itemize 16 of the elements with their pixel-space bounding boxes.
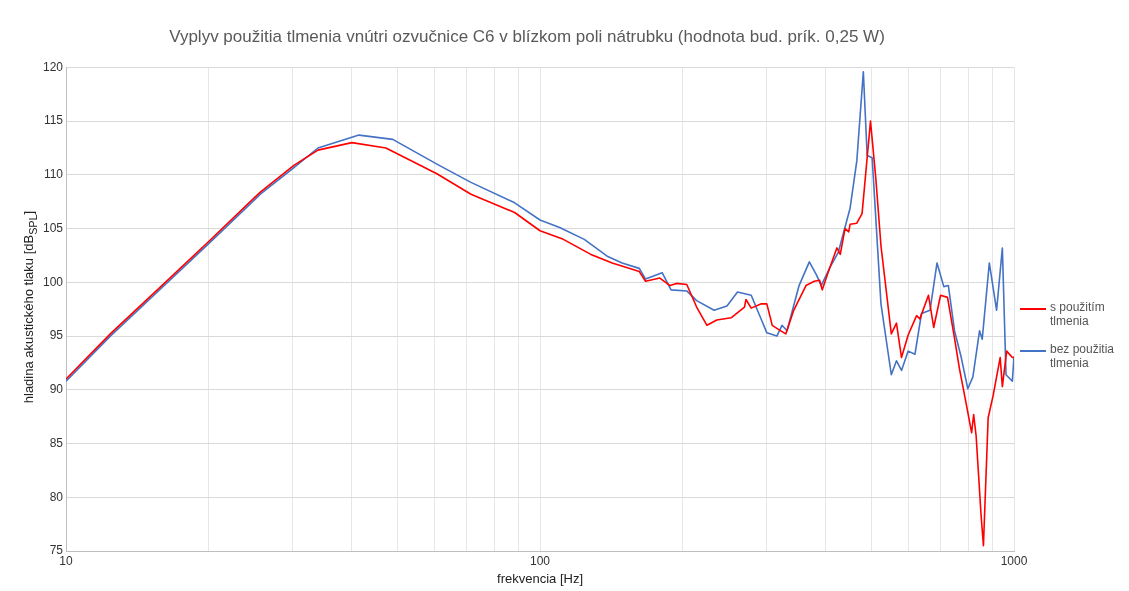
y-tick-label: 90 bbox=[49, 382, 64, 397]
x-tick-label: 1000 bbox=[1000, 553, 1028, 568]
chart-title: Vyplyv použitia tlmenia vnútri ozvučnice C6 v blízkom poli nátrubku (hodnota bud. prík. 0,25 W) bbox=[169, 26, 885, 46]
y-tick-label: 110 bbox=[43, 167, 64, 182]
y-tick-label: 120 bbox=[42, 59, 64, 74]
y-tick-label: 80 bbox=[49, 489, 64, 504]
x-tick-label: 10 bbox=[59, 553, 74, 568]
y-tick-label: 100 bbox=[42, 274, 64, 289]
y-tick-label: 105 bbox=[42, 220, 64, 235]
legend-label: s použitím tlmenia bbox=[1050, 300, 1106, 328]
y-tick-label: 95 bbox=[49, 328, 64, 343]
y-tick-label: 85 bbox=[49, 435, 64, 450]
x-axis-title: frekvencia [Hz] bbox=[497, 570, 583, 586]
x-tick-label: 100 bbox=[530, 553, 551, 568]
y-tick-label: 115 bbox=[43, 113, 64, 128]
legend-label: bez použitia tlmenia bbox=[1050, 342, 1116, 370]
